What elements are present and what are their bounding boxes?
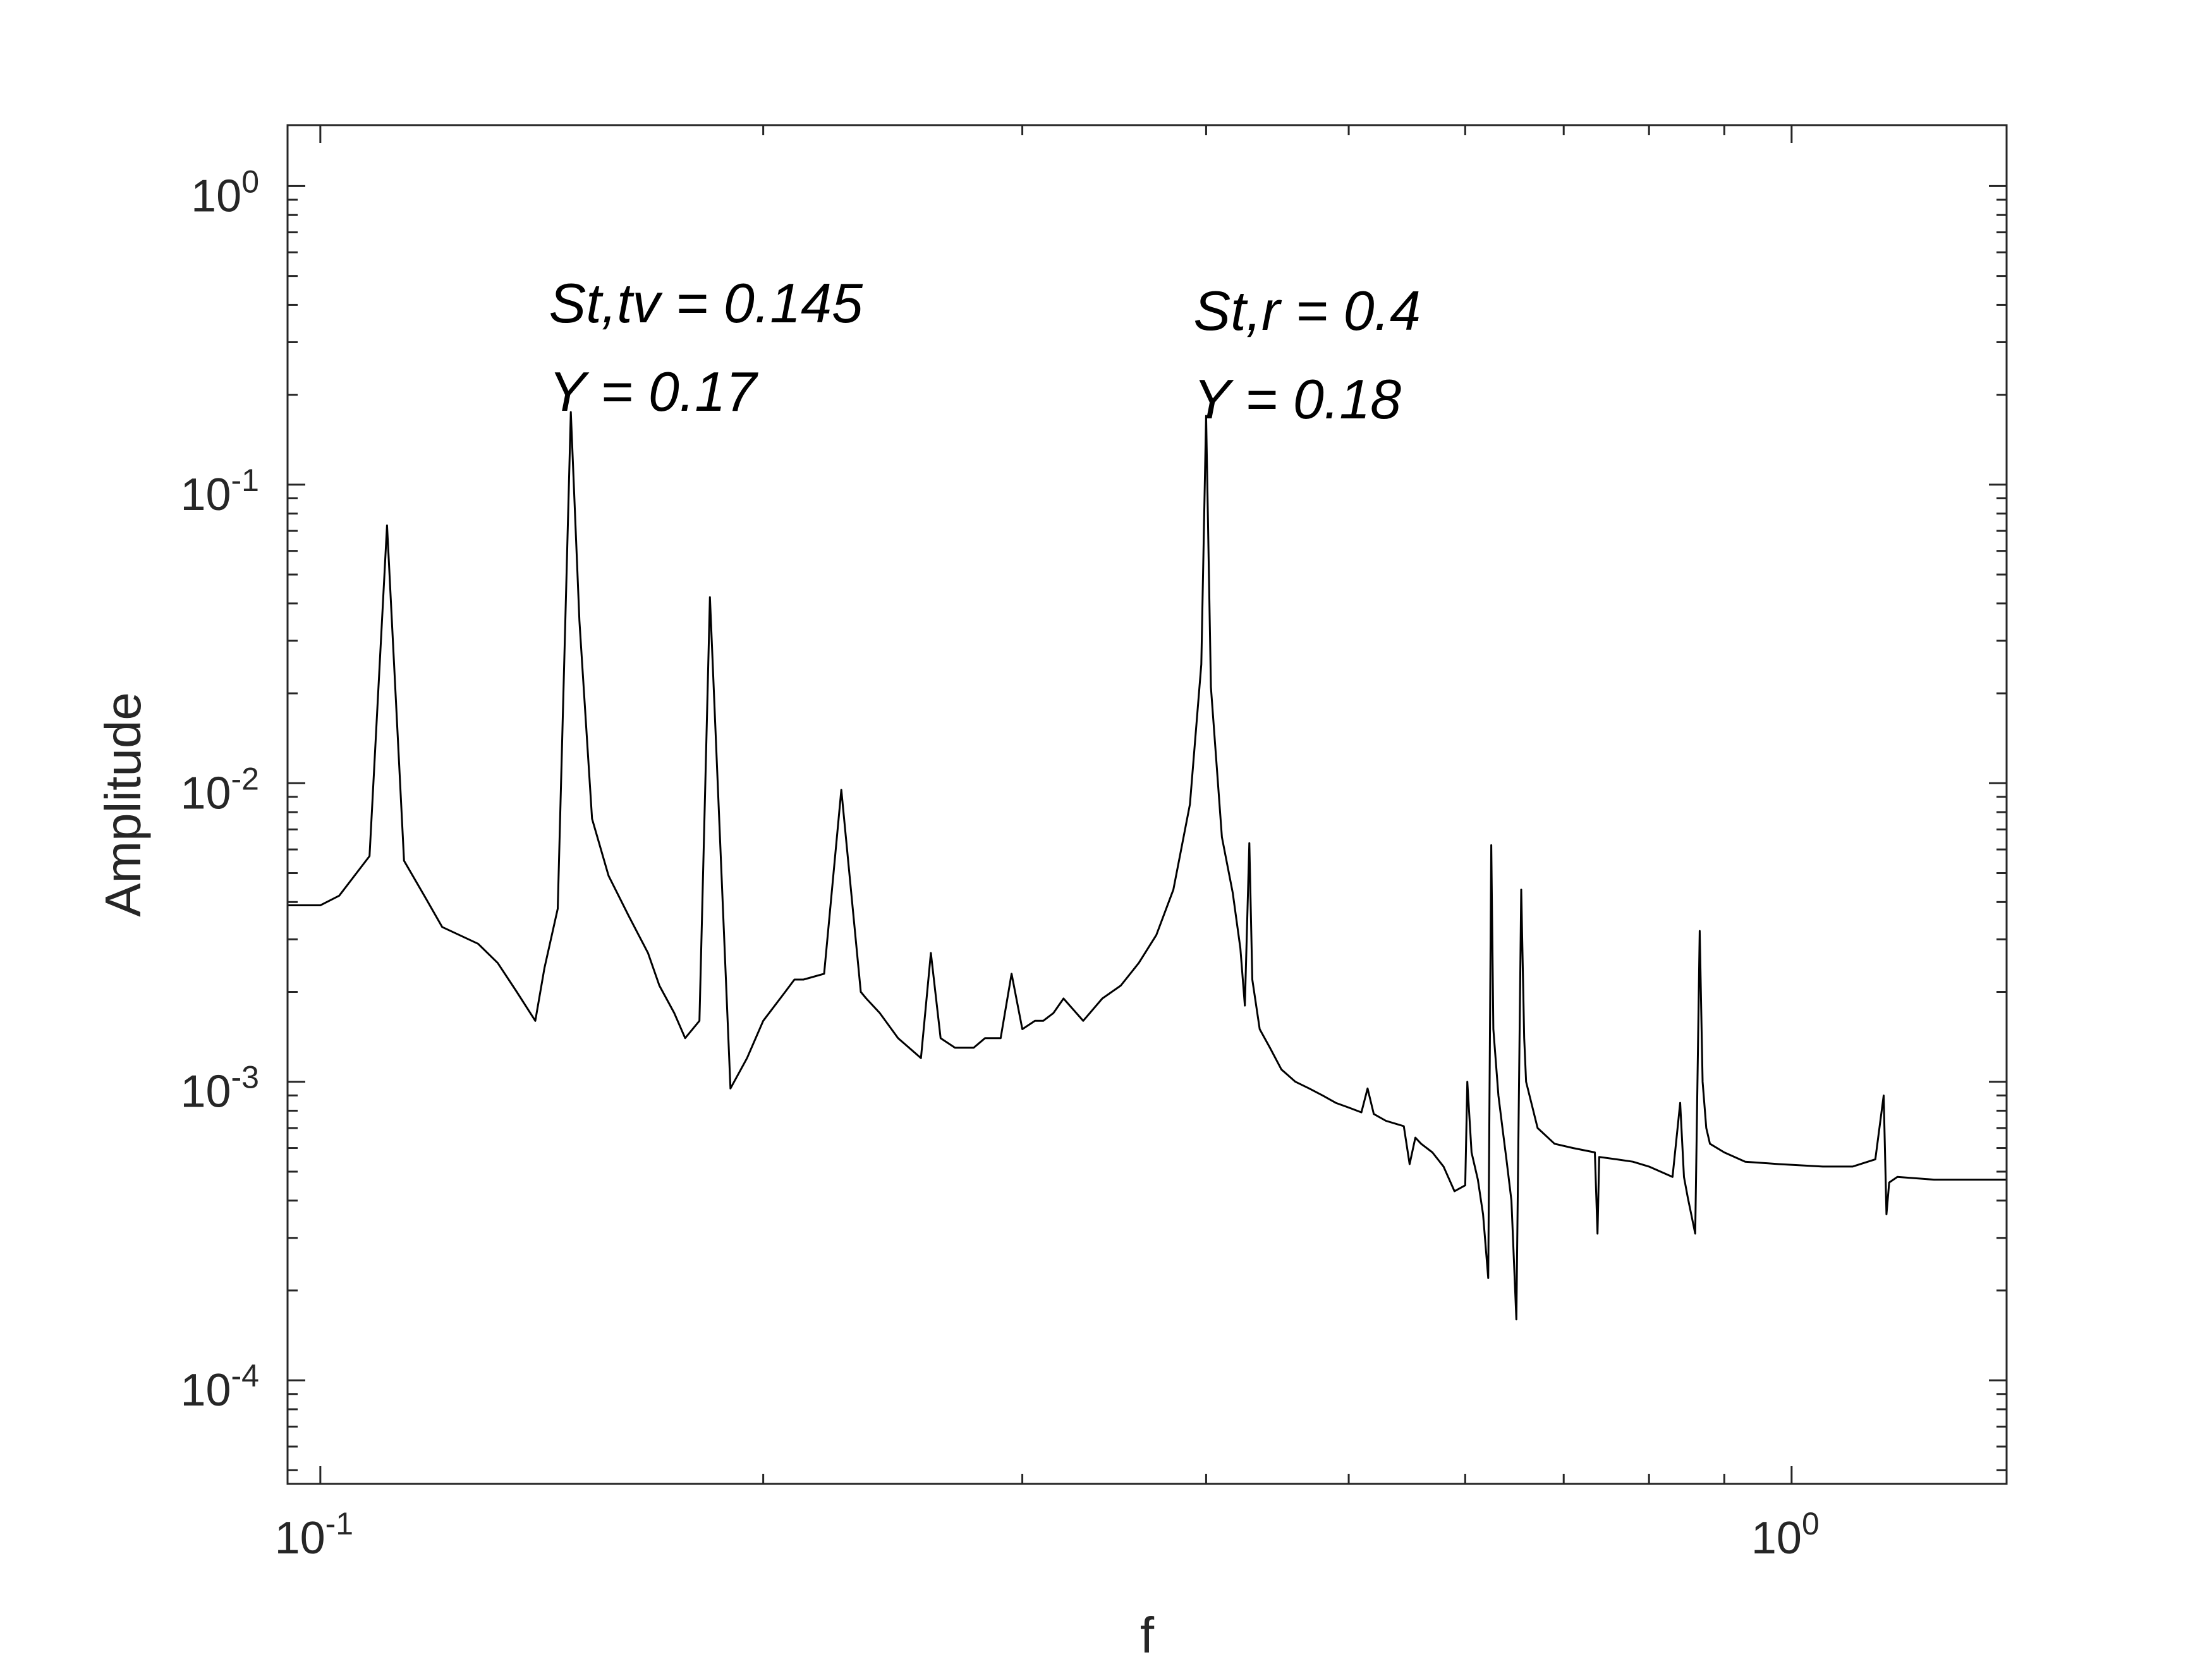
annotation-line: Y = 0.18 bbox=[1193, 368, 1401, 430]
y-axis-title: Amplitude bbox=[95, 692, 151, 917]
annotation-line: Y = 0.17 bbox=[549, 360, 759, 423]
y-tick-label: 10-4 bbox=[180, 1358, 259, 1416]
amplitude-series-line bbox=[288, 411, 2007, 1321]
axes-box bbox=[286, 124, 2008, 1485]
annotation-line: St,r = 0.4 bbox=[1193, 279, 1421, 342]
x-tick-label: 100 bbox=[1751, 1506, 1820, 1564]
x-axis-title: f bbox=[1140, 1607, 1155, 1663]
y-tick-label: 10-2 bbox=[180, 761, 259, 818]
annotations: St,tv = 0.145 Y = 0.17 St,r = 0.4 Y = 0.18 bbox=[549, 272, 1421, 430]
y-tick-label: 10-3 bbox=[180, 1060, 259, 1117]
axis-ticks bbox=[288, 125, 2007, 1484]
y-tick-label: 100 bbox=[191, 164, 259, 221]
y-tick-label: 10-1 bbox=[180, 463, 259, 520]
annotation-line: St,tv = 0.145 bbox=[549, 272, 864, 334]
x-tick-label: 10-1 bbox=[275, 1506, 354, 1564]
axis-tick-labels: 10-1 100 100 10-1 10-2 10-3 10-4 bbox=[180, 164, 1819, 1564]
